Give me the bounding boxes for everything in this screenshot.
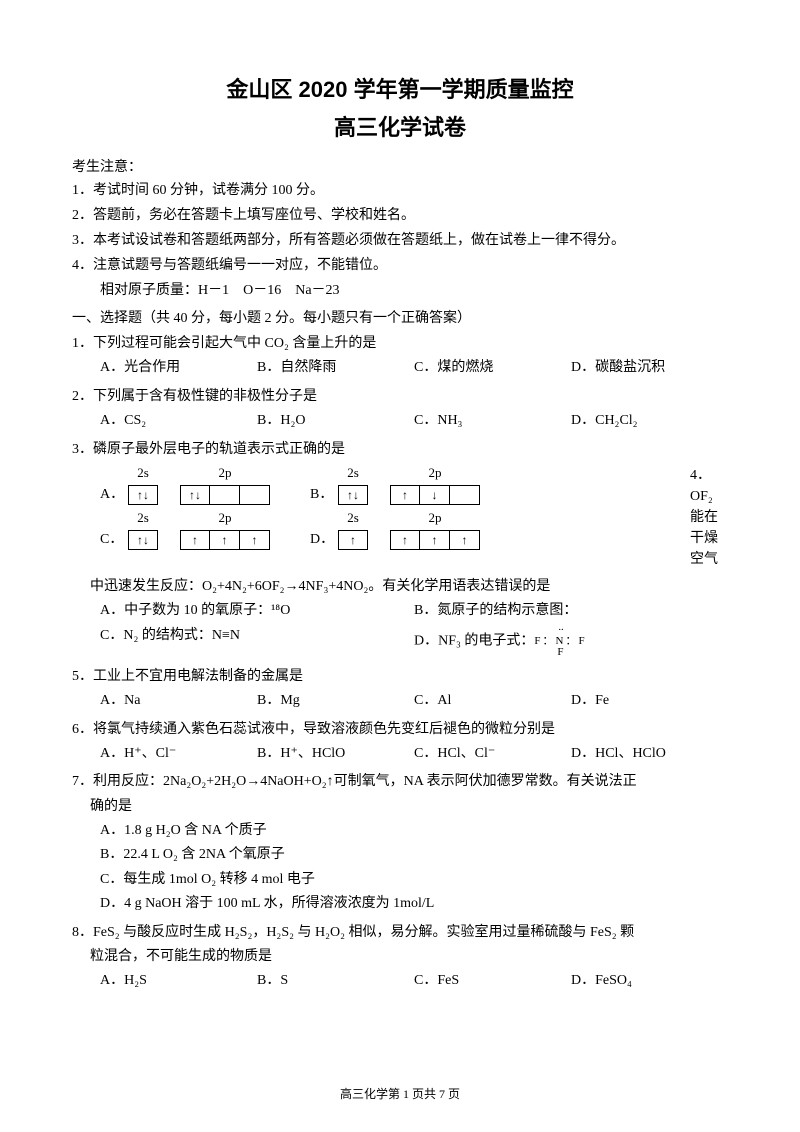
question-5: 5．工业上不宜用电解法制备的金属是 A．Na B．Mg C．Al D．Fe — [72, 666, 728, 713]
q3-d-p1: ↑ — [390, 530, 420, 550]
q6-text: 6．将氯气持续通入紫色石蕊试液中，导致溶液颜色先变红后褪色的微粒分别是 — [72, 719, 728, 741]
page-footer: 高三化学第 1 页共 7 页 — [0, 1085, 800, 1102]
section-1-header: 一、选择题（共 40 分，每小题 2 分。每小题只有一个正确答案） — [72, 307, 728, 327]
q3-a-p3 — [240, 485, 270, 505]
q8-opt-b: B．S — [257, 970, 414, 992]
notice-1: 1．考试时间 60 分钟，试卷满分 100 分。 — [72, 180, 728, 201]
q4-opt-b: B．氮原子的结构示意图： — [414, 600, 728, 622]
q6-opt-c: C．HCl、Cl⁻ — [414, 743, 571, 765]
q1-opt-b: B．自然降雨 — [257, 357, 414, 379]
q3-d-letter: D． — [310, 529, 338, 551]
q5-opt-c: C．Al — [414, 690, 571, 712]
q3-b-label-s: 2s — [338, 463, 368, 484]
exam-title-1: 金山区 2020 学年第一学期质量监控 — [72, 72, 728, 104]
q8-opt-d: D．FeSO₄ — [571, 970, 728, 992]
notice-2: 2．答题前，务必在答题卡上填写座位号、学校和姓名。 — [72, 205, 728, 226]
q2-text: 2．下列属于含有极性键的非极性分子是 — [72, 386, 728, 408]
q5-opt-b: B．Mg — [257, 690, 414, 712]
q3-c-p2: ↑ — [210, 530, 240, 550]
nf3-lewis: ··F：N：FF — [534, 625, 586, 658]
q3-b-label-p: 2p — [390, 463, 480, 484]
q2-opt-a: A．CS₂ — [100, 410, 257, 432]
q4-opt-d: D．NF₃ 的电子式：··F：N：FF — [414, 625, 728, 658]
q4-opt-c: C．N₂ 的结构式：N≡N — [100, 625, 414, 658]
q2-opt-b: B．H₂O — [257, 410, 414, 432]
q7-text-2: 确的是 — [72, 796, 728, 818]
question-8: 8．FeS₂ 与酸反应时生成 H₂S₂，H₂S₂ 与 H₂O₂ 相似，易分解。实… — [72, 922, 728, 993]
q3-c-label-p: 2p — [180, 508, 270, 529]
q8-opt-c: C．FeS — [414, 970, 571, 992]
question-2: 2．下列属于含有极性键的非极性分子是 A．CS₂ B．H₂O C．NH₃ D．C… — [72, 386, 728, 433]
q8-text-2: 粒混合，不可能生成的物质是 — [72, 946, 728, 968]
q1-opt-d: D．碳酸盐沉积 — [571, 357, 728, 379]
q1-opt-a: A．光合作用 — [100, 357, 257, 379]
q7-text-1: 7．利用反应：2Na₂O₂+2H₂O→4NaOH+O₂↑可制氧气，NA 表示阿伏… — [72, 771, 728, 793]
q2-opt-c: C．NH₃ — [414, 410, 571, 432]
notice-header: 考生注意： — [72, 156, 728, 176]
q5-opt-a: A．Na — [100, 690, 257, 712]
q7-opt-d: D．4 g NaOH 溶于 100 mL 水，所得溶液浓度为 1mol/L — [100, 893, 728, 915]
q2-opt-d: D．CH₂Cl₂ — [571, 410, 728, 432]
q8-text-1: 8．FeS₂ 与酸反应时生成 H₂S₂，H₂S₂ 与 H₂O₂ 相似，易分解。实… — [72, 922, 728, 944]
q7-opt-b: B．22.4 L O₂ 含 2NA 个氧原子 — [100, 844, 728, 866]
q3-c-label-s: 2s — [128, 508, 158, 529]
q7-opt-c: C．每生成 1mol O₂ 转移 4 mol 电子 — [100, 869, 728, 891]
q6-opt-b: B．H⁺、HClO — [257, 743, 414, 765]
question-3: 3．磷原子最外层电子的轨道表示式正确的是 2s2p A． ↑↓ ↑↓ 2s2p … — [72, 439, 728, 570]
q3-d-s: ↑ — [338, 530, 368, 550]
q3-c-p1: ↑ — [180, 530, 210, 550]
q1-opt-c: C．煤的燃烧 — [414, 357, 571, 379]
q3-b-p2: ↓ — [420, 485, 450, 505]
q5-opt-d: D．Fe — [571, 690, 728, 712]
q3-d-p3: ↑ — [450, 530, 480, 550]
q4-opt-a: A．中子数为 10 的氧原子：¹⁸O — [100, 600, 414, 622]
notice-3: 3．本考试设试卷和答题纸两部分，所有答题必须做在答题纸上，做在试卷上一律不得分。 — [72, 230, 728, 251]
q3-b-p3 — [450, 485, 480, 505]
q3-c-s: ↑↓ — [128, 530, 158, 550]
q7-opt-a: A．1.8 g H₂O 含 NA 个质子 — [100, 820, 728, 842]
q3-b-letter: B． — [310, 484, 338, 506]
q3-d-label-s: 2s — [338, 508, 368, 529]
q3-d-p2: ↑ — [420, 530, 450, 550]
q4-side-text: 4． OF₂ 能在 干燥 空气 — [690, 463, 728, 570]
q6-opt-d: D．HCl、HClO — [571, 743, 728, 765]
q3-a-p1: ↑↓ — [180, 485, 210, 505]
q3-d-label-p: 2p — [390, 508, 480, 529]
q3-b-p1: ↑ — [390, 485, 420, 505]
question-6: 6．将氯气持续通入紫色石蕊试液中，导致溶液颜色先变红后褪色的微粒分别是 A．H⁺… — [72, 719, 728, 766]
q1-text: 1．下列过程可能会引起大气中 CO₂ 含量上升的是 — [72, 333, 728, 355]
question-1: 1．下列过程可能会引起大气中 CO₂ 含量上升的是 A．光合作用 B．自然降雨 … — [72, 333, 728, 380]
exam-title-2: 高三化学试卷 — [72, 110, 728, 142]
q3-a-label-s: 2s — [128, 463, 158, 484]
question-4: 中迅速发生反应：O₂+4N₂+6OF₂→4NF₃+4NO₂。有关化学用语表达错误… — [72, 576, 728, 660]
q3-text: 3．磷原子最外层电子的轨道表示式正确的是 — [72, 439, 728, 461]
q3-a-label-p: 2p — [180, 463, 270, 484]
question-7: 7．利用反应：2Na₂O₂+2H₂O→4NaOH+O₂↑可制氧气，NA 表示阿伏… — [72, 771, 728, 915]
q4-text: 中迅速发生反应：O₂+4N₂+6OF₂→4NF₃+4NO₂。有关化学用语表达错误… — [72, 576, 728, 598]
atomic-mass: 相对原子质量：H－1 O－16 Na－23 — [100, 280, 728, 301]
notice-4: 4．注意试题号与答题纸编号一一对应，不能错位。 — [72, 255, 728, 276]
q3-c-letter: C． — [100, 529, 128, 551]
q3-a-p2 — [210, 485, 240, 505]
q6-opt-a: A．H⁺、Cl⁻ — [100, 743, 257, 765]
q8-opt-a: A．H₂S — [100, 970, 257, 992]
q3-a-letter: A． — [100, 484, 128, 506]
q3-b-s: ↑↓ — [338, 485, 368, 505]
q3-a-s: ↑↓ — [128, 485, 158, 505]
q3-c-p3: ↑ — [240, 530, 270, 550]
q5-text: 5．工业上不宜用电解法制备的金属是 — [72, 666, 728, 688]
